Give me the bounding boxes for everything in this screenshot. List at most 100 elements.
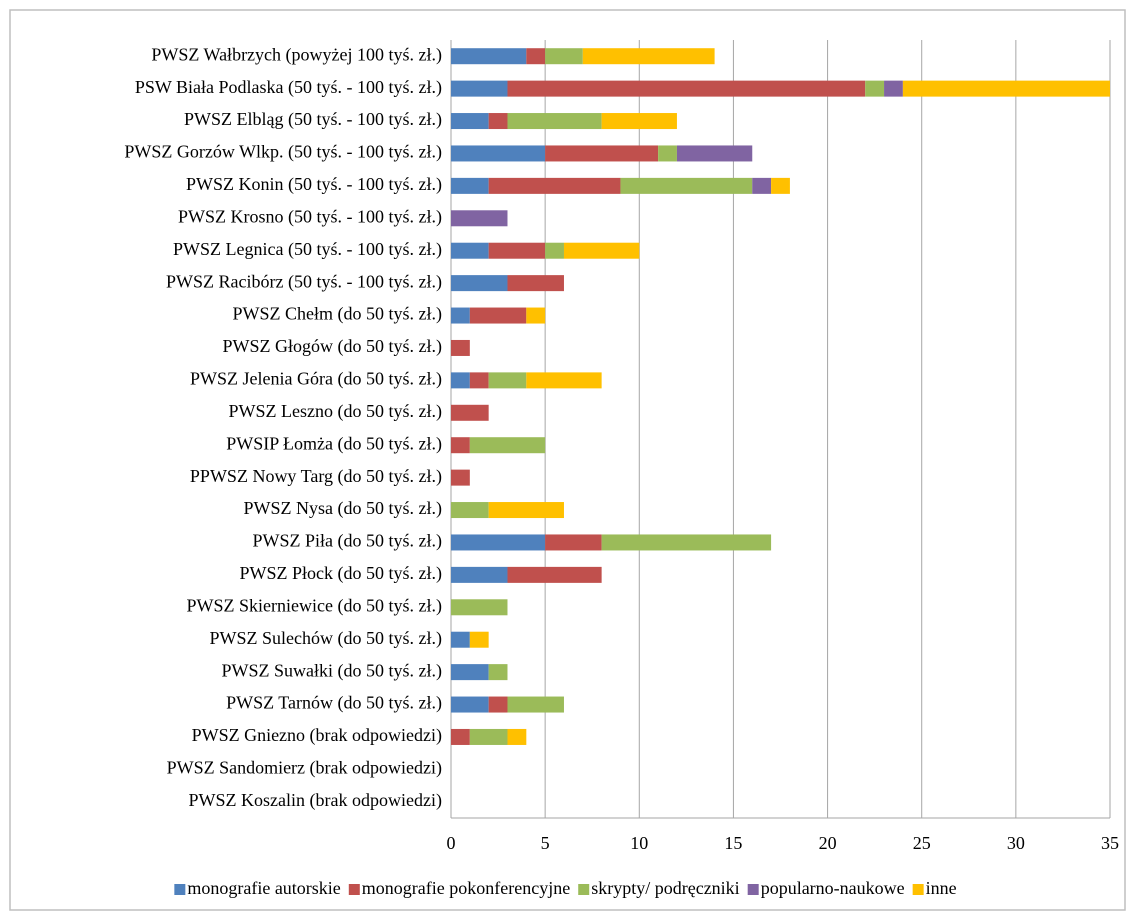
bar-segment <box>451 728 470 745</box>
bar-segment <box>601 534 772 551</box>
y-tick-label: PWSZ Legnica (50 tyś. - 100 tyś. zł.) <box>173 239 442 260</box>
x-tick-label: 15 <box>724 833 742 853</box>
bar-segment <box>884 80 903 97</box>
bar-segment <box>451 242 489 259</box>
bar-segment <box>451 113 489 130</box>
legend-swatch <box>912 884 924 895</box>
bar-segment <box>451 177 489 194</box>
y-tick-label: PWSIP Łomża (do 50 tyś. zł.) <box>226 433 442 454</box>
legend-label: skrypty/ podręczniki <box>591 878 739 898</box>
x-tick-label: 10 <box>630 833 648 853</box>
bar-segment <box>451 534 546 551</box>
bar-segment <box>507 696 564 713</box>
legend-swatch <box>747 884 759 895</box>
bar-segment <box>507 113 602 130</box>
y-tick-label: PWSZ Suwałki (do 50 tyś. zł.) <box>222 660 443 681</box>
bar-segment <box>451 404 489 421</box>
bar-segment <box>451 566 508 583</box>
y-tick-label: PWSZ Tarnów (do 50 tyś. zł.) <box>226 693 442 714</box>
bar-segment <box>469 631 489 648</box>
bar-segment <box>451 80 508 97</box>
bar-segment <box>902 80 1110 97</box>
bar-segment <box>451 339 470 356</box>
bar-segment <box>469 372 489 389</box>
bar-segment <box>507 728 527 745</box>
bar-segment <box>771 177 790 194</box>
y-tick-label: PWSZ Gorzów Wlkp. (50 tyś. - 100 tyś. zł… <box>124 142 442 163</box>
bar-segment <box>601 113 677 130</box>
bar-segment <box>451 275 508 292</box>
bar-segment <box>488 372 527 389</box>
bar-segment <box>563 242 640 259</box>
y-tick-label: PWSZ Płock (do 50 tyś. zł.) <box>240 563 443 584</box>
bar-segment <box>451 599 508 616</box>
y-tick-label: PWSZ Wałbrzych (powyżej 100 tyś. zł.) <box>151 44 442 65</box>
x-tick-label: 30 <box>1007 833 1025 853</box>
bar-segment <box>469 437 546 454</box>
bar-segment <box>451 631 470 648</box>
x-tick-label: 0 <box>447 833 456 853</box>
legend-swatch <box>578 884 590 895</box>
x-tick-label: 5 <box>541 833 550 853</box>
bar-segment <box>545 48 583 65</box>
bar-segment <box>676 145 753 162</box>
y-tick-label: PSW Biała Podlaska (50 tyś. - 100 tyś. z… <box>135 77 442 98</box>
bar-segment <box>526 307 546 324</box>
bar-segment <box>582 48 715 65</box>
bar-segment <box>451 372 470 389</box>
bar-segment <box>507 80 866 97</box>
bar-segment <box>545 242 564 259</box>
y-tick-label: PPWSZ Nowy Targ (do 50 tyś. zł.) <box>190 466 442 487</box>
bar-segment <box>451 664 489 681</box>
bar-segment <box>451 145 546 162</box>
bar-segment <box>451 307 470 324</box>
y-tick-label: PWSZ Elbląg (50 tyś. - 100 tyś. zł.) <box>184 109 442 130</box>
bar-segment <box>526 372 602 389</box>
legend-label: inne <box>926 878 957 898</box>
bar-segment <box>469 728 508 745</box>
y-tick-label: PWSZ Piła (do 50 tyś. zł.) <box>253 531 443 552</box>
legend-label: monografie autorskie <box>187 878 340 898</box>
y-tick-label: PWSZ Sandomierz (brak odpowiedzi) <box>167 758 442 779</box>
bar-segment <box>451 502 489 519</box>
y-tick-label: PWSZ Koszalin (brak odpowiedzi) <box>189 790 442 811</box>
legend-swatch <box>348 884 360 895</box>
legend-label: monografie pokonferencyjne <box>362 878 570 898</box>
bar-segment <box>488 502 564 519</box>
y-tick-label: PWSZ Chełm (do 50 tyś. zł.) <box>233 304 443 325</box>
y-tick-label: PWSZ Konin (50 tyś. - 100 tyś. zł.) <box>186 174 442 195</box>
bar-segment <box>488 696 508 713</box>
y-tick-label: PWSZ Leszno (do 50 tyś. zł.) <box>229 401 442 422</box>
bar-segment <box>451 210 508 227</box>
x-tick-label: 35 <box>1101 833 1119 853</box>
bar-segment <box>488 664 508 681</box>
y-tick-label: PWSZ Skierniewice (do 50 tyś. zł.) <box>187 595 442 616</box>
bar-segment <box>451 437 470 454</box>
bar-segment <box>620 177 753 194</box>
bar-segment <box>451 469 470 486</box>
bar-segment <box>488 113 508 130</box>
y-tick-label: PWSZ Jelenia Góra (do 50 tyś. zł.) <box>190 369 442 390</box>
legend-swatch <box>174 884 186 895</box>
y-tick-label: PWSZ Gniezno (brak odpowiedzi) <box>192 725 442 746</box>
bar-segment <box>507 566 602 583</box>
y-tick-label: PWSZ Racibórz (50 tyś. - 100 tyś. zł.) <box>166 271 442 292</box>
bar-segment <box>526 48 546 65</box>
y-tick-label: PWSZ Głogów (do 50 tyś. zł.) <box>223 336 443 357</box>
bar-segment <box>451 696 489 713</box>
bar-segment <box>469 307 527 324</box>
y-tick-label: PWSZ Krosno (50 tyś. - 100 tyś. zł.) <box>178 206 442 227</box>
x-tick-label: 25 <box>913 833 931 853</box>
bar-segment <box>545 145 659 162</box>
legend-label: popularno-naukowe <box>761 878 905 898</box>
bar-segment <box>488 177 621 194</box>
bar-segment <box>865 80 885 97</box>
bar-segment <box>488 242 546 259</box>
y-tick-label: PWSZ Sulechów (do 50 tyś. zł.) <box>210 628 442 649</box>
y-tick-label: PWSZ Nysa (do 50 tyś. zł.) <box>244 498 442 519</box>
bar-segment <box>507 275 564 292</box>
bar-segment <box>451 48 527 65</box>
bar-segment <box>545 534 602 551</box>
x-tick-label: 20 <box>819 833 837 853</box>
